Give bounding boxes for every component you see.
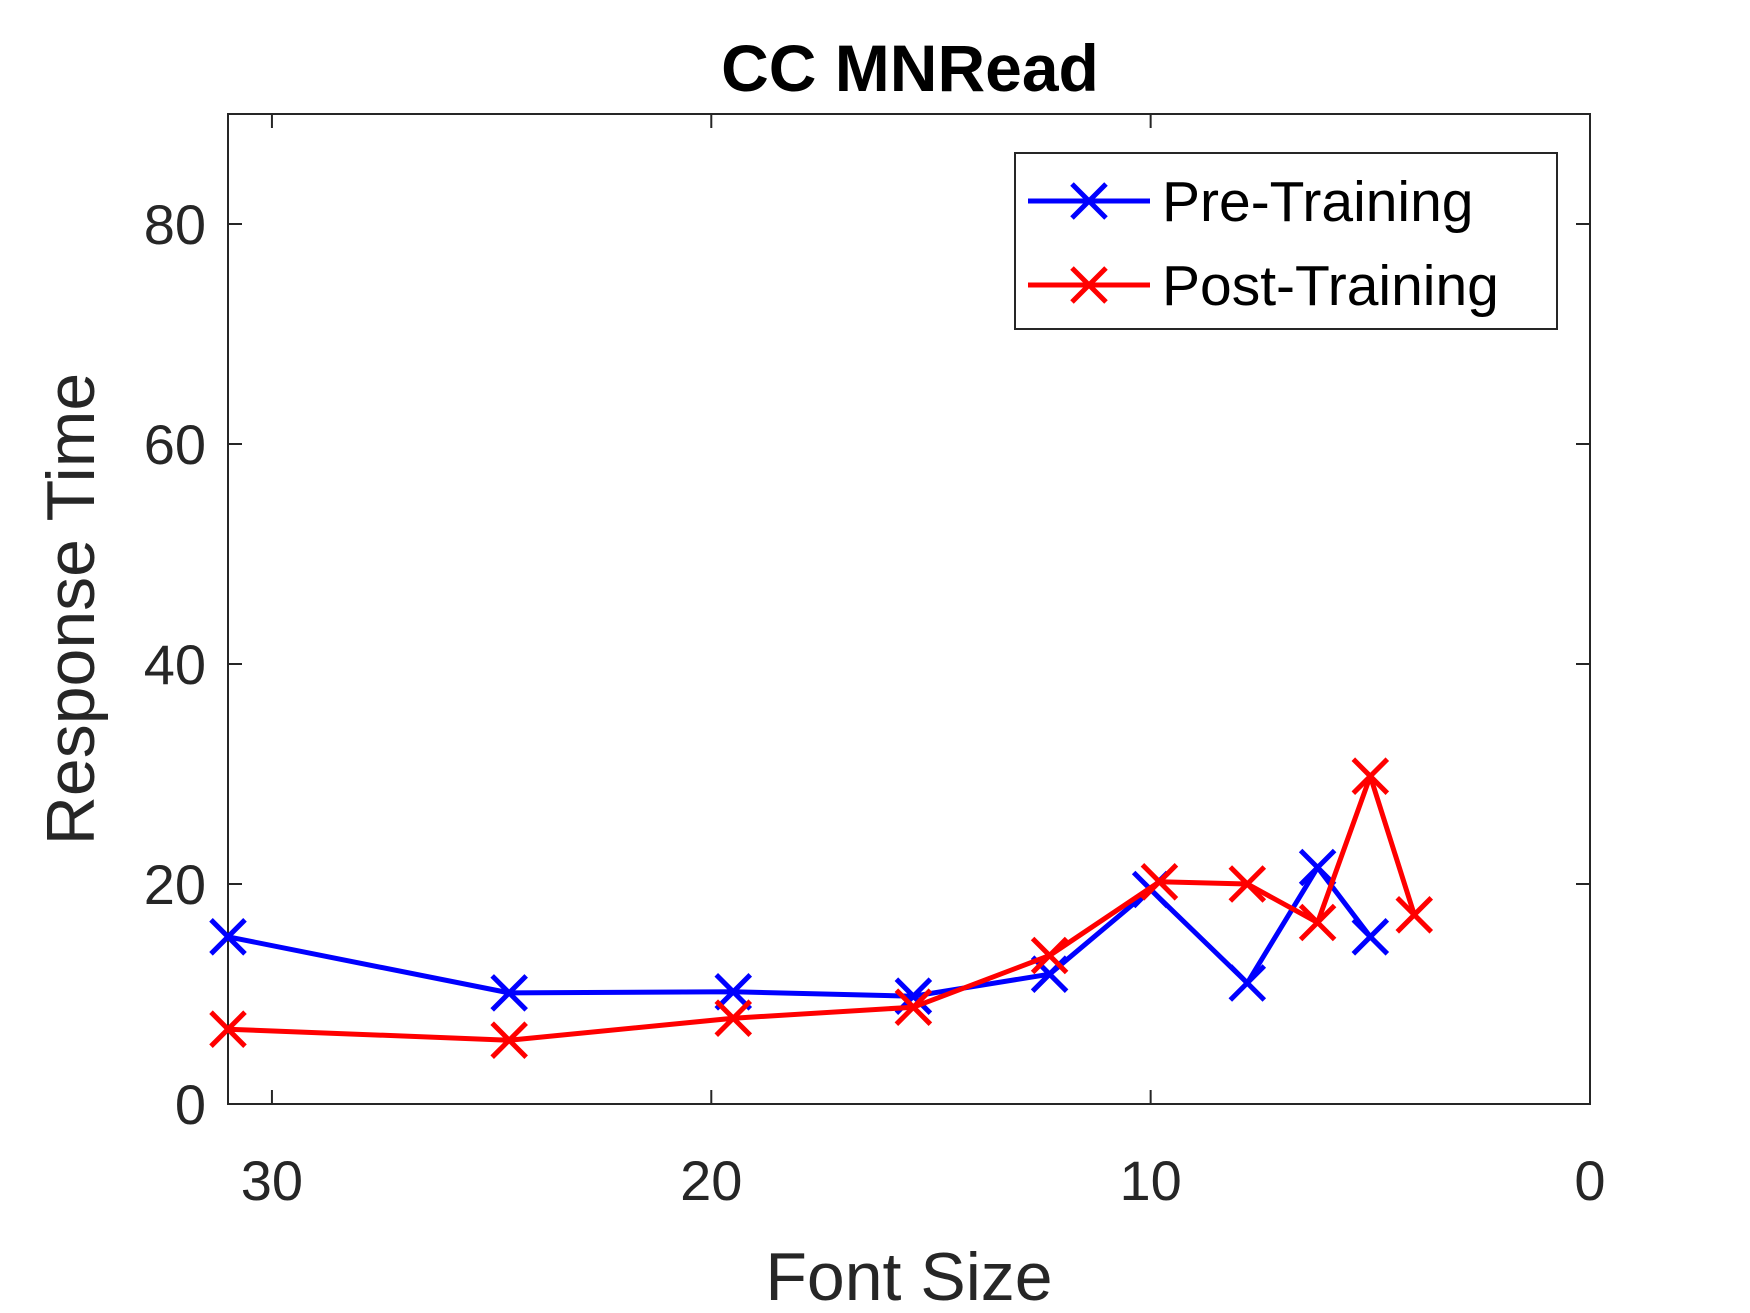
data-point-pre-training-8 [1351, 918, 1390, 956]
data-point-pre-training-4 [1030, 955, 1069, 993]
legend: Pre-Training Post-Training [1014, 152, 1558, 330]
data-point-post-training-6 [1228, 865, 1267, 903]
y-tick-label-2: 40 [144, 633, 206, 696]
y-tick-label-4: 80 [144, 193, 206, 256]
legend-entry-pre-training: Pre-Training [1028, 170, 1474, 234]
legend-label-post-training: Post-Training [1162, 254, 1499, 318]
legend-marker-post-training [1070, 266, 1108, 304]
x-tick-label-3: 0 [1574, 1149, 1605, 1212]
data-point-post-training-5 [1140, 863, 1179, 901]
data-point-post-training-2 [714, 999, 753, 1037]
data-point-pre-training-7 [1298, 848, 1337, 887]
x-tick-label-0: 30 [241, 1149, 303, 1212]
data-point-post-training-7 [1298, 903, 1337, 942]
data-point-post-training-3 [894, 988, 933, 1026]
data-point-post-training-9 [1395, 896, 1434, 934]
data-point-pre-training-1 [490, 974, 528, 1012]
x-axis-title: Font Size [765, 1239, 1052, 1313]
legend-marker-pre-training [1070, 182, 1108, 220]
data-point-pre-training-0 [209, 918, 247, 956]
data-point-pre-training-2 [714, 973, 753, 1011]
y-tick-label-3: 60 [144, 413, 206, 476]
data-point-pre-training-6 [1228, 964, 1267, 1002]
series-layer [209, 757, 1434, 1059]
data-point-post-training-4 [1030, 936, 1069, 975]
axis-ticks: 30 20 10 0 0 20 40 60 80 [144, 114, 1606, 1212]
x-tick-label-1: 20 [680, 1149, 742, 1212]
data-point-post-training-8 [1351, 757, 1390, 795]
data-point-post-training-0 [209, 1010, 247, 1048]
y-tick-label-1: 20 [144, 853, 206, 916]
y-tick-label-0: 0 [175, 1073, 206, 1136]
data-point-post-training-1 [490, 1021, 528, 1059]
series-line-post-training [227, 773, 1417, 1043]
y-axis-title: Response Time [33, 373, 109, 845]
chart-title: CC MNRead [721, 31, 1099, 105]
legend-entry-post-training: Post-Training [1028, 254, 1499, 318]
x-tick-label-2: 10 [1119, 1149, 1181, 1212]
legend-label-pre-training: Pre-Training [1162, 170, 1474, 234]
